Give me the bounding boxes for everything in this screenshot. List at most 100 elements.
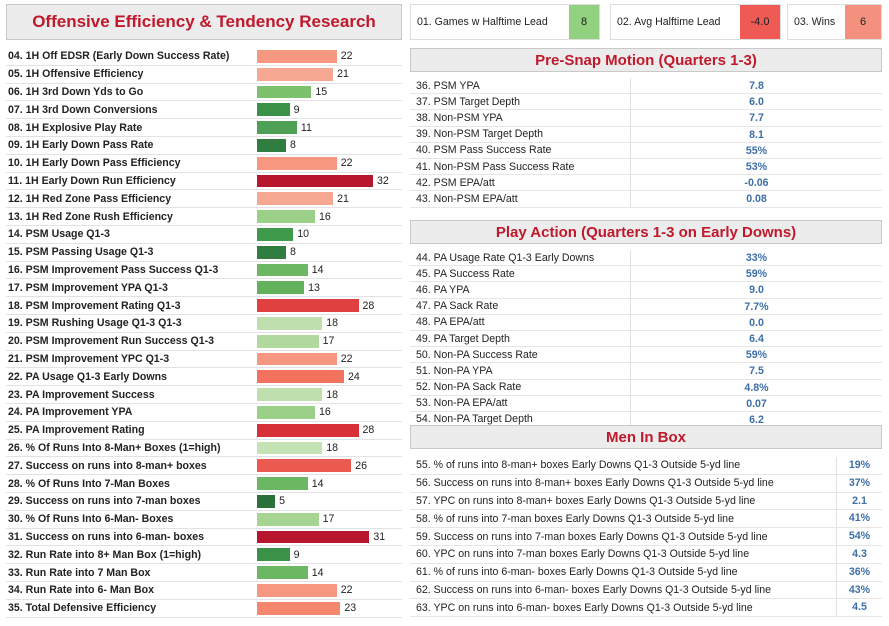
pa-label: 54. Non-PA Target Depth	[416, 413, 533, 426]
pa-value: 6.4	[630, 330, 882, 347]
mib-value: 2.1	[836, 492, 882, 510]
mib-row: 55. % of runs into 8-man+ boxes Early Do…	[410, 457, 882, 475]
psm-row: 39. Non-PSM Target Depth 8.1	[410, 126, 882, 143]
mib-value: 37%	[836, 474, 882, 492]
pa-title: Play Action (Quarters 1-3 on Early Downs…	[495, 223, 797, 241]
ranking-bar	[257, 548, 290, 562]
ranking-label: 15. PSM Passing Usage Q1-3	[8, 246, 154, 259]
psm-value: 55%	[630, 142, 882, 158]
ranking-row: 20. PSM Improvement Run Success Q1-3 17	[6, 333, 402, 351]
pa-label: 53. Non-PA EPA/att	[416, 397, 508, 410]
pa-label: 49. PA Target Depth	[416, 332, 510, 345]
ranking-label: 26. % Of Runs Into 8-Man+ Boxes (1=high)	[8, 441, 221, 454]
kpi-wins: 03. Wins 6	[787, 4, 882, 40]
ranking-bar-cell: 18	[257, 386, 402, 403]
ranking-bar-cell: 28	[257, 297, 402, 314]
pa-section: Play Action (Quarters 1-3 on Early Downs…	[410, 220, 882, 429]
ranking-row: 14. PSM Usage Q1-3 10	[6, 226, 402, 244]
ranking-bar-cell: 24	[257, 368, 402, 385]
ranking-label: 11. 1H Early Down Run Efficiency	[8, 174, 176, 187]
ranking-value: 26	[355, 459, 368, 472]
ranking-value: 13	[308, 281, 320, 294]
ranking-label: 21. PSM Improvement YPC Q1-3	[8, 352, 170, 365]
ranking-value: 17	[322, 335, 335, 348]
kpi-label: 01. Games w Halftime Lead	[417, 16, 548, 28]
pa-row: 44. PA Usage Rate Q1-3 Early Downs 33%	[410, 250, 882, 267]
pa-value: 7.5	[630, 363, 882, 379]
mib-row: 63. YPC on runs into 6-man- boxes Early …	[410, 599, 882, 618]
ranking-value: 14	[311, 263, 324, 276]
pa-row: 46. PA YPA 9.0	[410, 282, 882, 299]
ranking-bar-cell: 18	[257, 440, 402, 457]
ranking-bar-cell: 5	[257, 493, 402, 510]
pa-value: 7.7%	[630, 298, 882, 314]
mib-row: 62. Success on runs into 6-man- boxes Ea…	[410, 581, 882, 600]
kpi-label: 02. Avg Halftime Lead	[617, 16, 721, 28]
psm-table: 36. PSM YPA 7.8 37. PSM Target Depth 6.0 38.…	[410, 78, 882, 208]
pa-row: 49. PA Target Depth 6.4	[410, 330, 882, 348]
pa-value: 6.2	[630, 411, 882, 428]
pa-value: 4.8%	[630, 379, 882, 395]
mib-label: 59. Success on runs into 7-man boxes Ear…	[416, 530, 768, 543]
ranking-bar-cell: 23	[257, 600, 402, 617]
mib-label: 60. YPC on runs into 7-man boxes Early D…	[416, 548, 750, 561]
ranking-bar-cell: 13	[257, 279, 402, 296]
pa-value: 59%	[630, 347, 882, 363]
ranking-label: 14. PSM Usage Q1-3	[8, 228, 110, 241]
ranking-bar	[257, 281, 305, 295]
ranking-bar	[257, 103, 290, 117]
pa-label: 47. PA Sack Rate	[416, 300, 499, 313]
psm-title: Pre-Snap Motion (Quarters 1-3)	[535, 51, 757, 69]
ranking-bar	[257, 174, 373, 188]
ranking-bar-cell: 14	[257, 475, 402, 492]
ranking-row: 34. Run Rate into 6- Man Box 22	[6, 582, 402, 600]
psm-label: 41. Non-PSM Pass Success Rate	[416, 160, 575, 173]
ranking-value: 18	[326, 388, 339, 401]
mib-section: Men In Box 55. % of runs into 8-man+ box…	[410, 425, 882, 618]
ranking-value: 11	[300, 121, 312, 134]
psm-label: 43. Non-PSM EPA/att	[416, 192, 518, 205]
mib-row: 57. YPC on runs into 8-man+ boxes Early …	[410, 492, 882, 511]
ranking-bar	[257, 299, 359, 312]
pa-value: 59%	[630, 266, 882, 282]
pa-label: 44. PA Usage Rate Q1-3 Early Downs	[416, 251, 595, 264]
ranking-value: 18	[326, 317, 339, 330]
mib-value: 19%	[836, 457, 882, 474]
ranking-bar-cell: 14	[257, 262, 402, 279]
mib-value: 36%	[836, 563, 882, 581]
ranking-row: 21. PSM Improvement YPC Q1-3 22	[6, 351, 402, 369]
ranking-bar	[257, 210, 315, 223]
psm-label: 38. Non-PSM YPA	[416, 111, 503, 124]
ranking-row: 28. % Of Runs Into 7-Man Boxes 14	[6, 475, 402, 493]
ranking-value: 21	[337, 192, 349, 205]
pa-label: 46. PA YPA	[416, 283, 470, 296]
ranking-bar	[257, 245, 286, 259]
ranking-row: 29. Success on runs into 7-man boxes 5	[6, 493, 402, 511]
ranking-row: 25. PA Improvement Rating 28	[6, 422, 402, 440]
ranking-value: 16	[319, 210, 331, 223]
ranking-value: 22	[340, 352, 353, 365]
mib-row: 58. % of runs into 7-man boxes Early Dow…	[410, 510, 882, 529]
ranking-value: 8	[290, 246, 296, 259]
mib-row: 61. % of runs into 6-man- boxes Early Do…	[410, 563, 882, 582]
ranking-bar-cell: 22	[257, 582, 402, 599]
ranking-value: 21	[337, 68, 349, 81]
psm-header: Pre-Snap Motion (Quarters 1-3)	[410, 48, 882, 72]
mib-label: 55. % of runs into 8-man+ boxes Early Do…	[416, 459, 741, 472]
psm-row: 42. PSM EPA/att -0.06	[410, 175, 882, 192]
ranking-label: 05. 1H Offensive Efficiency	[8, 68, 144, 81]
ranking-row: 17. PSM Improvement YPA Q1-3 13	[6, 279, 402, 298]
ranking-label: 29. Success on runs into 7-man boxes	[8, 495, 201, 508]
pa-label: 48. PA EPA/att	[416, 316, 485, 329]
ranking-bar-cell: 8	[257, 244, 402, 261]
mib-label: 62. Success on runs into 6-man- boxes Ea…	[416, 583, 772, 596]
ranking-label: 10. 1H Early Down Pass Efficiency	[8, 157, 181, 170]
ranking-row: 07. 1H 3rd Down Conversions 9	[6, 101, 402, 120]
ranking-row: 13. 1H Red Zone Rush Efficiency 16	[6, 208, 402, 226]
pa-label: 50. Non-PA Success Rate	[416, 348, 538, 361]
psm-row: 41. Non-PSM Pass Success Rate 53%	[410, 158, 882, 176]
ranking-value: 23	[344, 602, 357, 615]
ranking-row: 16. PSM Improvement Pass Success Q1-3 14	[6, 262, 402, 280]
ranking-bar	[257, 423, 359, 437]
ranking-row: 15. PSM Passing Usage Q1-3 8	[6, 244, 402, 262]
